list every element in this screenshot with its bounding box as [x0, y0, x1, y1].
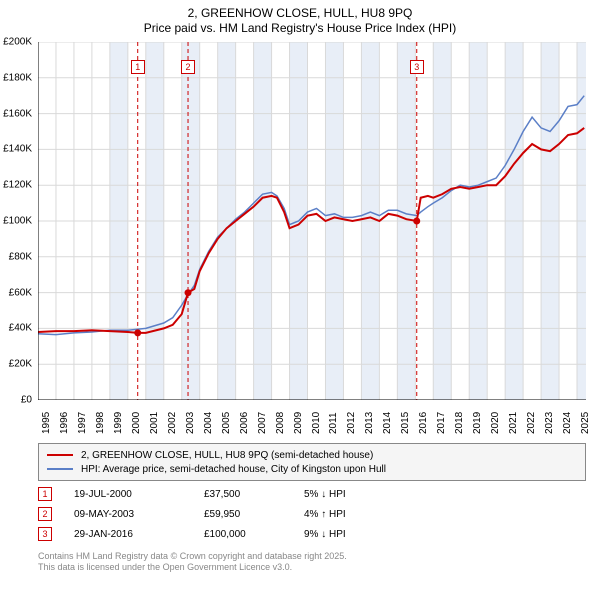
title-subtitle: Price paid vs. HM Land Registry's House …: [10, 21, 590, 35]
legend-item: HPI: Average price, semi-detached house,…: [47, 462, 577, 476]
x-axis-label: 2025: [580, 412, 591, 434]
x-axis-label: 2004: [203, 412, 214, 434]
x-axis-label: 2024: [562, 412, 573, 434]
transaction-row: 1 19-JUL-2000£37,5005% ↓ HPI: [38, 484, 586, 504]
y-axis-label: £200K: [3, 37, 32, 48]
x-axis-label: 2017: [436, 412, 447, 434]
y-axis-label: £180K: [3, 72, 32, 83]
transaction-date: 19-JUL-2000: [74, 489, 204, 500]
x-axis-label: 1995: [41, 412, 52, 434]
transaction-row: 3 29-JAN-2016£100,0009% ↓ HPI: [38, 524, 586, 544]
x-axis-label: 2016: [418, 412, 429, 434]
transaction-row: 2 09-MAY-2003£59,9504% ↑ HPI: [38, 504, 586, 524]
transaction-delta: 4% ↑ HPI: [304, 509, 424, 520]
y-axis-label: £120K: [3, 180, 32, 191]
x-axis-label: 2009: [293, 412, 304, 434]
transaction-price: £37,500: [204, 489, 304, 500]
x-axis-label: 2006: [239, 412, 250, 434]
attribution: Contains HM Land Registry data © Crown c…: [38, 551, 586, 574]
chart-marker-2: 2: [181, 60, 195, 74]
x-axis-label: 2007: [257, 412, 268, 434]
title-address: 2, GREENHOW CLOSE, HULL, HU8 9PQ: [10, 6, 590, 20]
x-axis-label: 2022: [526, 412, 537, 434]
y-axis-label: £40K: [9, 323, 32, 334]
y-axis-label: £20K: [9, 359, 32, 370]
transactions-table: 1 19-JUL-2000£37,5005% ↓ HPI 2 09-MAY-2003£…: [38, 484, 586, 544]
x-axis-labels: 1995 1996 1997 1998 1999 2000 2001 2002 2003 2004…: [38, 402, 586, 442]
chart-svg: [38, 42, 586, 400]
transaction-delta: 9% ↓ HPI: [304, 529, 424, 540]
transaction-marker: 1: [38, 487, 52, 501]
x-axis-label: 2005: [221, 412, 232, 434]
x-axis-label: 2021: [508, 412, 519, 434]
y-axis-label: £140K: [3, 144, 32, 155]
chart-marker-3: 3: [410, 60, 424, 74]
y-axis-labels: £0£20K£40K£60K£80K£100K£120K£140K£160K£1…: [0, 42, 36, 400]
y-axis-label: £80K: [9, 251, 32, 262]
x-axis-label: 2018: [454, 412, 465, 434]
y-axis-label: £160K: [3, 108, 32, 119]
legend-swatch: [47, 468, 73, 470]
x-axis-label: 1996: [59, 412, 70, 434]
x-axis-label: 2019: [472, 412, 483, 434]
x-axis-label: 1999: [113, 412, 124, 434]
attribution-line1: Contains HM Land Registry data © Crown c…: [38, 551, 586, 562]
x-axis-label: 2015: [400, 412, 411, 434]
x-axis-label: 1997: [77, 412, 88, 434]
attribution-line2: This data is licensed under the Open Gov…: [38, 562, 586, 573]
transaction-marker: 2: [38, 507, 52, 521]
x-axis-label: 2002: [167, 412, 178, 434]
x-axis-label: 2014: [382, 412, 393, 434]
chart-plot-area: 1 2 3: [38, 42, 586, 400]
x-axis-label: 1998: [95, 412, 106, 434]
x-axis-label: 2001: [149, 412, 160, 434]
x-axis-label: 2012: [346, 412, 357, 434]
y-axis-label: £0: [21, 395, 32, 406]
legend-item: 2, GREENHOW CLOSE, HULL, HU8 9PQ (semi-d…: [47, 448, 577, 462]
legend-label: 2, GREENHOW CLOSE, HULL, HU8 9PQ (semi-d…: [81, 450, 373, 461]
y-axis-label: £100K: [3, 216, 32, 227]
transaction-date: 29-JAN-2016: [74, 529, 204, 540]
x-axis-label: 2000: [131, 412, 142, 434]
x-axis-label: 2011: [328, 412, 339, 434]
legend-swatch: [47, 454, 73, 456]
transaction-date: 09-MAY-2003: [74, 509, 204, 520]
chart-marker-1: 1: [131, 60, 145, 74]
x-axis-label: 2010: [311, 412, 322, 434]
transaction-price: £59,950: [204, 509, 304, 520]
x-axis-label: 2008: [275, 412, 286, 434]
legend-label: HPI: Average price, semi-detached house,…: [81, 464, 386, 475]
legend: 2, GREENHOW CLOSE, HULL, HU8 9PQ (semi-d…: [38, 443, 586, 481]
transaction-delta: 5% ↓ HPI: [304, 489, 424, 500]
transaction-marker: 3: [38, 527, 52, 541]
x-axis-label: 2023: [544, 412, 555, 434]
transaction-price: £100,000: [204, 529, 304, 540]
x-axis-label: 2020: [490, 412, 501, 434]
x-axis-label: 2013: [364, 412, 375, 434]
y-axis-label: £60K: [9, 287, 32, 298]
chart-title: 2, GREENHOW CLOSE, HULL, HU8 9PQ Price p…: [0, 0, 600, 39]
x-axis-label: 2003: [185, 412, 196, 434]
